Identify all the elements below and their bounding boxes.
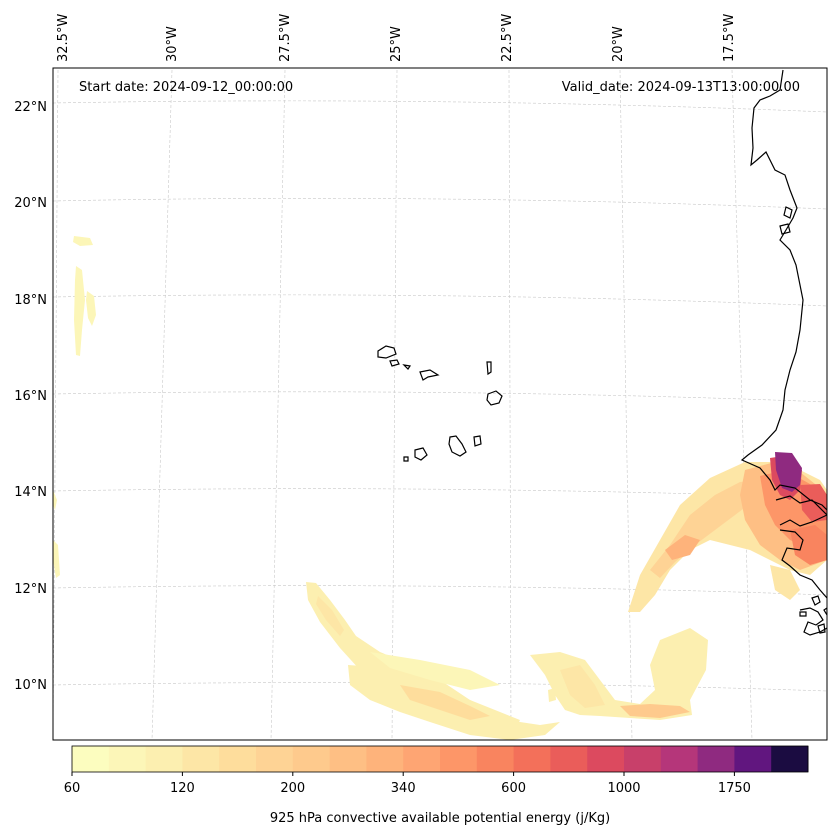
- coast-small-1: [811, 595, 821, 606]
- cape-streak-tail: [370, 652, 500, 690]
- colorbar-swatch: [734, 746, 772, 772]
- valid-date-label: Valid_date: 2024-09-13T13:00:00.00: [562, 80, 800, 95]
- island-sao-vicente: [389, 359, 400, 367]
- lat-label-3: 16°N: [14, 389, 47, 404]
- coast-small-4: [817, 623, 826, 634]
- start-date-label: Start date: 2024-09-12_00:00:00: [79, 80, 293, 95]
- cape-coast-orange: [790, 525, 827, 565]
- cape-band-south-core: [620, 704, 690, 718]
- colorbar-tick-label: 1750: [718, 781, 751, 796]
- lon-label-1: 30°W: [165, 26, 180, 62]
- lon-label-6: 17.5°W: [722, 14, 737, 62]
- cape-patch-nw-1: [73, 236, 93, 246]
- coast-small-2: [799, 611, 807, 617]
- colorbar-swatch: [476, 746, 515, 772]
- latitude-labels: 22°N 20°N 18°N 16°N 14°N 12°N 10°N: [14, 100, 47, 693]
- colorbar-swatch: [550, 746, 588, 772]
- island-santo-antao: [377, 345, 397, 359]
- lon-label-0: 32.5°W: [56, 14, 71, 62]
- island-maio: [473, 435, 482, 447]
- lat-label-0: 22°N: [14, 100, 47, 115]
- cape-field: [53, 236, 827, 740]
- lat-label-1: 20°N: [14, 196, 47, 211]
- colorbar-tick-label: 60: [64, 781, 81, 796]
- cape-coast-red-2: [800, 484, 827, 522]
- colorbar-tick-label: 340: [391, 781, 416, 796]
- colorbar-swatch: [145, 746, 183, 772]
- colorbar-swatch: [329, 746, 367, 772]
- african-coastline: [740, 69, 827, 511]
- colorbar-tick-label: 600: [501, 781, 526, 796]
- colorbar-tick-label: 1000: [607, 781, 640, 796]
- colorbar-frame: [71, 745, 809, 773]
- colorbar-swatch: [366, 746, 404, 772]
- colorbar-swatch: [72, 746, 110, 772]
- coast-small-3: [823, 607, 827, 617]
- island-santiago: [448, 435, 467, 457]
- map-background: [53, 68, 827, 740]
- cape-patch-nw-2: [74, 266, 85, 356]
- cape-streak-sw-core: [316, 596, 344, 636]
- lat-label-4: 14°N: [14, 485, 47, 500]
- cape-coast-purple: [775, 452, 802, 492]
- island-brava: [403, 456, 409, 462]
- colorbar-title: 925 hPa convective available potential e…: [270, 811, 610, 826]
- island-boa-vista: [486, 390, 503, 406]
- lat-label-6: 10°N: [14, 678, 47, 693]
- colorbar-swatch: [660, 746, 699, 772]
- cape-patch-w: [53, 540, 60, 578]
- cape-patch-w2: [53, 490, 57, 510]
- colorbar-swatch: [292, 746, 331, 772]
- coast-gambia: [775, 495, 827, 527]
- island-sao-nicolau: [419, 369, 440, 381]
- lon-label-2: 27.5°W: [278, 14, 293, 62]
- lon-label-4: 22.5°W: [500, 14, 515, 62]
- map-frame: [52, 67, 828, 741]
- colorbar-swatch: [108, 746, 147, 772]
- longitude-labels: 32.5°W 30°W 27.5°W 25°W 22.5°W 20°W 17.5…: [56, 14, 737, 62]
- colorbar-swatch: [771, 746, 809, 772]
- coast-small-5: [783, 206, 793, 219]
- coast-small-6: [779, 223, 791, 235]
- colorbar-swatch: [219, 746, 257, 772]
- island-sal: [486, 361, 492, 376]
- cape-band-south-mid: [560, 665, 605, 708]
- lon-label-3: 25°W: [389, 26, 404, 62]
- lat-label-5: 12°N: [14, 582, 47, 597]
- colorbar-swatch: [182, 746, 220, 772]
- colorbar-swatch: [440, 746, 478, 772]
- cape-streak-s-core: [400, 685, 490, 720]
- coastlines: [377, 69, 827, 636]
- colorbar-tick-label: 200: [280, 781, 305, 796]
- cape-patch-se: [770, 565, 800, 600]
- colorbar-tick-label: 120: [170, 781, 195, 796]
- island-santa-luzia: [402, 364, 412, 370]
- lon-label-5: 20°W: [611, 26, 626, 62]
- cape-small-s: [548, 688, 556, 702]
- cape-band-diagonal-hot: [665, 535, 700, 560]
- colorbar-swatch: [256, 746, 294, 772]
- colorbar-swatch: [624, 746, 662, 772]
- colorbar: [72, 746, 809, 772]
- island-fogo: [414, 447, 428, 461]
- lat-label-2: 18°N: [14, 293, 47, 308]
- coast-south: [779, 529, 827, 599]
- cape-patch-nw-3: [86, 291, 96, 326]
- graticule: [53, 69, 827, 740]
- coast-bissau: [799, 607, 827, 636]
- colorbar-swatch: [697, 746, 735, 772]
- colorbar-swatch: [587, 746, 625, 772]
- colorbar-swatch: [513, 746, 551, 772]
- colorbar-swatch: [403, 746, 441, 772]
- colorbar-ticks: 60 120 200 340 600 1000 1750: [64, 772, 751, 796]
